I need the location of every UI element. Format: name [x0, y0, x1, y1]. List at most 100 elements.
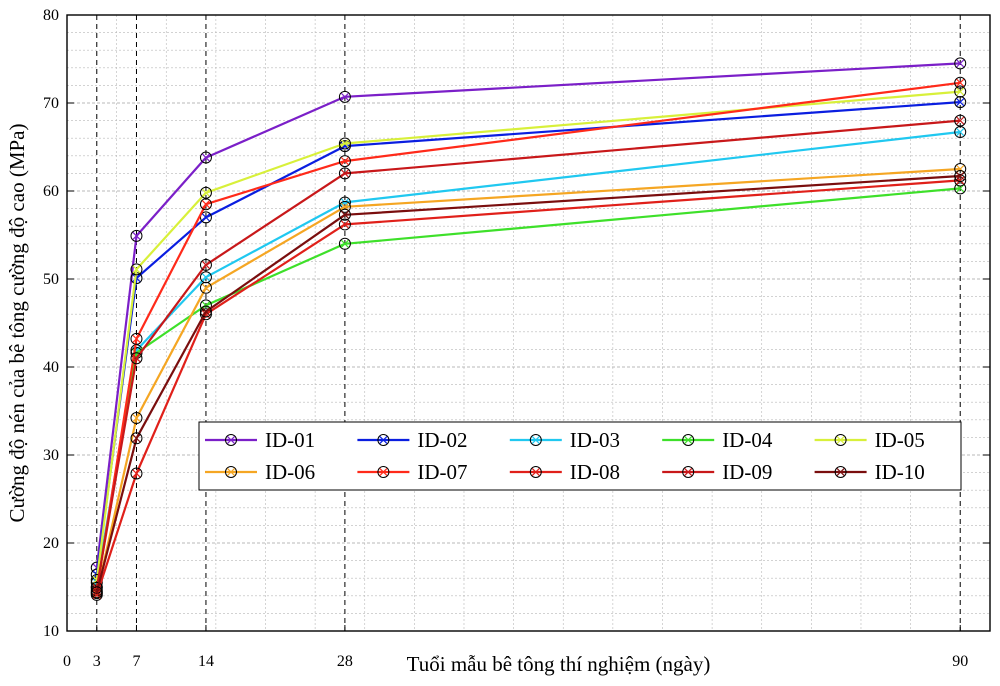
legend-label: ID-04 — [722, 428, 773, 452]
x-tick-label: 28 — [337, 653, 353, 670]
marker-ring — [199, 211, 212, 224]
legend-label: ID-01 — [265, 428, 315, 452]
marker-cross — [132, 334, 141, 343]
legend-item-id-05: ID-05 — [814, 428, 925, 452]
marker-ring — [338, 237, 351, 250]
data-point-id-07 — [954, 76, 967, 89]
marker-cross — [531, 467, 540, 477]
y-tick-label: 50 — [43, 271, 59, 288]
legend-box — [198, 421, 962, 491]
y-tick-label: 20 — [43, 535, 59, 552]
marker-ring — [954, 76, 967, 89]
legend-swatch-marker — [682, 434, 695, 446]
marker-cross — [836, 467, 845, 477]
series-line-id-04 — [95, 187, 961, 588]
legend-swatch-marker — [834, 466, 847, 478]
marker-cross — [201, 153, 210, 162]
data-point-id-02 — [954, 96, 967, 109]
marker-ring — [954, 170, 967, 183]
data-point-id-04 — [338, 237, 351, 250]
legend-label: ID-03 — [570, 428, 620, 452]
legend-label: ID-06 — [265, 460, 315, 484]
x-tick-label: 7 — [132, 653, 140, 670]
data-point-id-02 — [199, 211, 212, 224]
marker-ring — [682, 466, 695, 478]
y-axis-label: Cường độ nén của bê tông cường độ cao (M… — [5, 124, 29, 523]
legend-item-id-10: ID-10 — [814, 460, 925, 484]
marker-cross — [226, 435, 236, 445]
marker-cross — [226, 467, 236, 477]
marker-ring — [338, 137, 351, 150]
marker-cross — [684, 435, 693, 445]
marker-cross — [956, 184, 965, 193]
marker-ring — [529, 466, 542, 478]
data-point-id-07 — [199, 198, 212, 211]
data-point-id-09 — [338, 167, 351, 180]
marker-cross — [201, 283, 210, 292]
legend-item-id-01: ID-01 — [205, 428, 315, 452]
marker-cross — [201, 273, 210, 282]
series-id-04 — [90, 182, 967, 593]
marker-cross — [340, 92, 349, 101]
data-point-id-01 — [338, 90, 351, 103]
data-point-id-09 — [954, 114, 967, 127]
marker-ring — [338, 218, 351, 231]
x-tick-label: 90 — [952, 653, 968, 670]
marker-ring — [90, 586, 103, 599]
marker-ring — [954, 57, 967, 70]
plot-frame — [66, 14, 991, 632]
data-point-id-10 — [130, 432, 143, 445]
marker-cross — [201, 260, 210, 269]
marker-cross — [956, 87, 965, 96]
legend-item-id-08: ID-08 — [509, 460, 620, 484]
marker-ring — [682, 434, 695, 446]
legend-label: ID-05 — [875, 428, 925, 452]
marker-cross — [201, 301, 210, 310]
legend-item-id-03: ID-03 — [509, 428, 620, 452]
legend-label: ID-08 — [570, 460, 620, 484]
legend-label: ID-09 — [722, 460, 772, 484]
marker-ring — [338, 200, 351, 213]
legend-label: ID-10 — [875, 460, 925, 484]
marker-cross — [836, 435, 845, 445]
y-axis-ticks: 10 20 30 40 50 60 70 80 — [43, 7, 990, 640]
marker-ring — [130, 263, 143, 276]
marker-cross — [956, 78, 965, 87]
marker-ring — [199, 308, 212, 321]
data-point-id-03 — [199, 271, 212, 284]
data-point-id-06 — [199, 281, 212, 294]
marker-ring — [954, 114, 967, 127]
legend-item-id-02: ID-02 — [357, 428, 468, 452]
legend-item-id-06: ID-06 — [205, 460, 315, 484]
data-point-id-05 — [130, 263, 143, 276]
data-point-id-10 — [90, 586, 103, 599]
marker-ring — [130, 332, 143, 345]
data-point-id-08 — [130, 467, 143, 480]
series-line-id-10 — [95, 174, 961, 593]
marker-ring — [954, 174, 967, 187]
marker-cross — [340, 169, 349, 178]
marker-ring — [130, 352, 143, 365]
marker-cross — [340, 202, 349, 211]
legend-label: ID-02 — [417, 428, 467, 452]
data-point-id-05 — [954, 85, 967, 98]
legend-label: ID-07 — [417, 460, 467, 484]
series-line-id-01 — [95, 62, 961, 568]
series-id-10 — [90, 170, 967, 599]
legend-swatch-marker — [529, 466, 542, 478]
data-point-id-10 — [954, 170, 967, 183]
series-line-id-05 — [95, 90, 961, 581]
data-point-id-10 — [338, 208, 351, 221]
data-point-id-07 — [338, 155, 351, 168]
data-point-id-01 — [199, 151, 212, 164]
legend-swatch-marker — [682, 466, 695, 478]
marker-ring — [834, 466, 847, 478]
marker-cross — [340, 239, 349, 248]
legend-swatch-marker — [225, 434, 237, 446]
marker-ring — [130, 432, 143, 445]
marker-cross — [956, 172, 965, 181]
series-id-09 — [90, 114, 967, 594]
x-axis-ticks: 0 3 7 14 28 90 — [63, 625, 968, 670]
age-reference-lines — [96, 15, 961, 631]
